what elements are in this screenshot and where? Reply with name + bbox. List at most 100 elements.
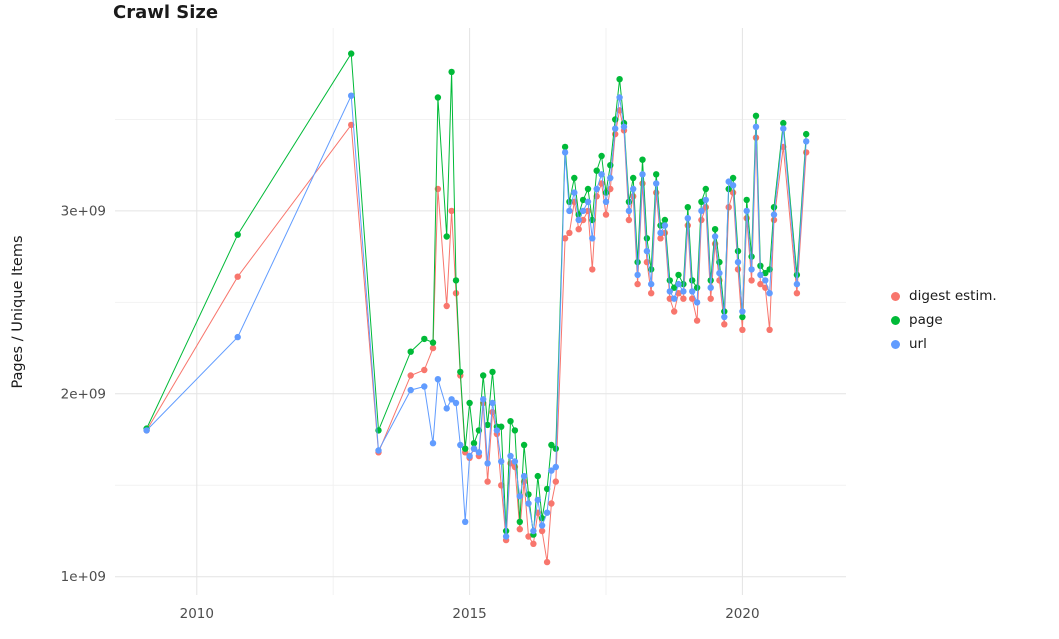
data-point-url [534, 496, 541, 504]
legend: digest estim. page url [891, 288, 997, 352]
data-point-page [579, 196, 587, 204]
data-point-digest [421, 366, 428, 374]
data-point-digest [516, 526, 523, 533]
data-point-page [716, 258, 723, 266]
data-point-page [689, 277, 696, 284]
data-point-url [552, 463, 559, 471]
data-point-digest [593, 193, 600, 200]
data-point-page [607, 162, 614, 169]
legend-item-url: url [891, 336, 997, 352]
data-point-digest [689, 295, 696, 302]
data-point-page [434, 94, 442, 101]
legend-key-digest-icon [891, 291, 900, 301]
data-point-url [516, 493, 523, 500]
data-point-digest [675, 290, 682, 297]
data-point-url [571, 189, 578, 196]
data-point-page [630, 174, 637, 182]
data-point-page [675, 271, 682, 279]
data-point-page [452, 277, 460, 284]
data-point-page [584, 185, 592, 193]
data-point-url [766, 290, 773, 297]
data-point-url [466, 452, 473, 460]
data-point-url [452, 399, 460, 407]
data-point-url [675, 280, 682, 288]
data-point-digest [634, 280, 641, 288]
data-point-url [457, 441, 464, 449]
data-point-url [739, 308, 746, 315]
data-point-page [766, 266, 773, 273]
data-point-url [530, 527, 537, 535]
data-point-digest [648, 290, 655, 297]
data-point-url [729, 182, 737, 189]
data-point-url [711, 233, 719, 240]
data-point-digest [748, 277, 755, 284]
legend-key-page-icon [891, 315, 900, 325]
data-point-page [457, 368, 464, 376]
y-tick-label: 2e+09 [61, 386, 106, 402]
data-point-page [803, 130, 810, 138]
data-point-url [625, 207, 633, 215]
data-point-page [516, 518, 523, 525]
data-point-page [443, 233, 450, 240]
data-point-page [702, 185, 709, 193]
data-point-url [743, 207, 750, 215]
data-point-url [634, 271, 641, 279]
data-point-url [762, 277, 769, 284]
data-point-page [507, 418, 514, 425]
data-point-url [489, 399, 496, 407]
data-point-digest [739, 326, 746, 333]
data-point-page [684, 204, 691, 211]
data-point-page [634, 258, 641, 266]
data-point-page [489, 368, 496, 376]
data-point-url [689, 288, 696, 295]
data-point-url [620, 123, 628, 130]
data-point-digest [525, 533, 532, 540]
data-point-url [498, 458, 505, 465]
data-point-url [657, 229, 664, 237]
data-point-page [520, 441, 528, 449]
data-point-url [448, 396, 455, 403]
data-point-url [543, 509, 551, 516]
data-point-digest [693, 317, 701, 324]
data-point-url [566, 207, 573, 215]
data-point-page [653, 171, 660, 178]
data-point-digest [625, 216, 633, 224]
data-point-digest [484, 478, 491, 485]
data-point-digest [707, 295, 714, 302]
data-point-page [671, 284, 678, 291]
data-point-url [748, 266, 755, 273]
data-point-url [607, 174, 614, 182]
data-point-page [780, 119, 787, 127]
data-point-url [593, 185, 600, 193]
data-point-url [575, 216, 582, 224]
data-point-page [693, 284, 701, 291]
data-point-digest [666, 295, 673, 302]
data-point-url [780, 125, 787, 132]
data-point-digest [725, 204, 732, 211]
data-point-digest [657, 235, 664, 242]
data-point-digest [579, 216, 587, 224]
data-point-page [661, 216, 669, 224]
data-point-url [484, 460, 491, 467]
data-point-page [511, 427, 519, 434]
data-point-digest [543, 558, 551, 566]
data-point-url [584, 198, 592, 205]
legend-label-page: page [909, 312, 943, 328]
data-point-page [470, 440, 478, 447]
data-point-page [407, 348, 414, 355]
data-point-url [520, 472, 528, 480]
data-point-url [493, 427, 501, 434]
data-point-page [793, 271, 801, 279]
legend-key-url-icon [891, 339, 900, 349]
data-point-page [593, 167, 600, 174]
chart-title: Crawl Size [113, 2, 219, 23]
data-point-url [752, 123, 760, 130]
data-point-url [429, 440, 437, 447]
data-point-digest [643, 258, 651, 266]
data-point-page [480, 372, 487, 379]
data-point-digest [566, 229, 573, 237]
data-point-digest [443, 302, 450, 310]
series-line-url [146, 93, 807, 537]
data-point-url [684, 215, 691, 222]
data-point-url [462, 518, 469, 525]
